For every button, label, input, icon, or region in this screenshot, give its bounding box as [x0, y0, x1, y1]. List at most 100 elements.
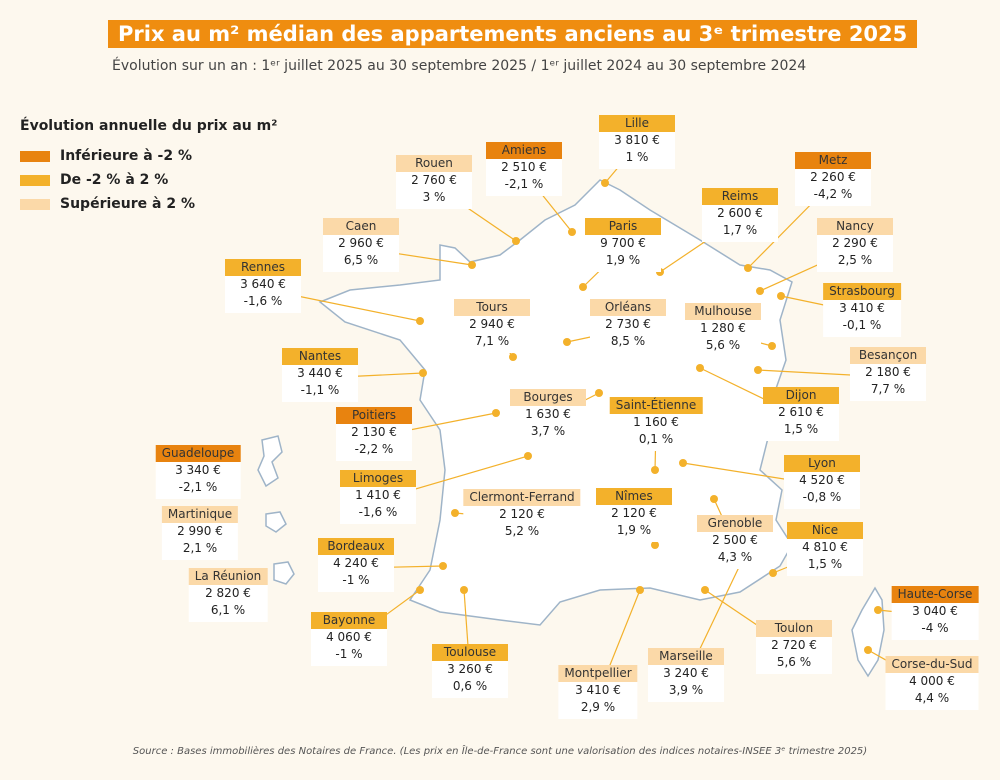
city-name: Poitiers — [336, 407, 412, 424]
city-price: 2 180 € — [865, 365, 911, 379]
city-change: 1,5 % — [783, 422, 819, 436]
city-price: 2 500 € — [712, 533, 758, 547]
city-dot — [744, 264, 752, 272]
city-change: 7,1 % — [474, 334, 510, 348]
city-price: 4 240 € — [333, 556, 379, 570]
city-change: -0,1 % — [842, 318, 882, 332]
city-name: Paris — [585, 218, 661, 235]
city-change: 3,9 % — [668, 683, 704, 697]
city-dot — [419, 369, 427, 377]
city-price: 2 760 € — [411, 173, 457, 187]
city-box: Martinique 2 990 € 2,1 % — [161, 506, 239, 560]
city-change: 5,2 % — [504, 524, 540, 538]
city-change: 2,1 % — [182, 541, 218, 555]
city-change: 1,9 % — [605, 253, 641, 267]
city-box: Amiens 2 510 € -2,1 % — [486, 142, 562, 196]
martinique — [265, 511, 287, 533]
city-box: Bourges 1 630 € 3,7 % — [510, 389, 586, 443]
city-price: 2 960 € — [338, 236, 384, 250]
city-dot — [416, 317, 424, 325]
city-price: 1 410 € — [355, 488, 401, 502]
city-box: La Réunion 2 820 € 6,1 % — [188, 568, 268, 622]
city-dot — [512, 237, 520, 245]
city-change: 4,3 % — [717, 550, 753, 564]
city-price: 9 700 € — [600, 236, 646, 250]
city-price: 3 410 € — [839, 301, 885, 315]
city-change: 1,5 % — [807, 557, 843, 571]
city-dot — [710, 495, 718, 503]
city-box: Haute-Corse 3 040 € -4 % — [891, 586, 979, 640]
city-name: Dijon — [763, 387, 839, 404]
city-change: -2,1 % — [504, 177, 544, 191]
city-change: 3,7 % — [530, 424, 566, 438]
city-dot — [679, 459, 687, 467]
city-dot — [864, 646, 872, 654]
city-change: -4,2 % — [813, 187, 853, 201]
city-change: -2,2 % — [354, 442, 394, 456]
city-name: Rouen — [396, 155, 472, 172]
city-box: Marseille 3 240 € 3,9 % — [648, 648, 724, 702]
city-price: 2 130 € — [351, 425, 397, 439]
legend-label: Inférieure à -2 % — [60, 148, 192, 164]
city-dot — [524, 452, 532, 460]
city-box: Dijon 2 610 € 1,5 % — [763, 387, 839, 441]
city-box: Toulon 2 720 € 5,6 % — [756, 620, 832, 674]
city-name: Nancy — [817, 218, 893, 235]
city-name: Haute-Corse — [891, 586, 979, 603]
city-price: 1 160 € — [633, 415, 679, 429]
city-change: 8,5 % — [610, 334, 646, 348]
city-name: Bourges — [510, 389, 586, 406]
city-box: Tours 2 940 € 7,1 % — [454, 299, 530, 353]
city-dot — [601, 179, 609, 187]
city-name: Caen — [323, 218, 399, 235]
city-dot — [509, 353, 517, 361]
city-box: Montpellier 3 410 € 2,9 % — [558, 665, 638, 719]
city-change: 5,6 % — [705, 338, 741, 352]
title: Prix au m² médian des appartements ancie… — [108, 20, 918, 48]
city-price: 3 340 € — [175, 463, 221, 477]
city-dot — [769, 569, 777, 577]
city-price: 1 630 € — [525, 407, 571, 421]
city-box: Rouen 2 760 € 3 % — [396, 155, 472, 209]
city-box: Toulouse 3 260 € 0,6 % — [432, 644, 508, 698]
city-name: Metz — [795, 152, 871, 169]
city-change: 3 % — [422, 190, 446, 204]
city-name: Guadeloupe — [155, 445, 241, 462]
city-dot — [701, 586, 709, 594]
city-dot — [696, 364, 704, 372]
city-dot — [651, 466, 659, 474]
city-name: Marseille — [648, 648, 724, 665]
city-price: 2 820 € — [205, 586, 251, 600]
city-price: 2 290 € — [832, 236, 878, 250]
city-change: 2,9 % — [580, 700, 616, 714]
city-box: Metz 2 260 € -4,2 % — [795, 152, 871, 206]
city-price: 2 990 € — [177, 524, 223, 538]
city-dot — [460, 586, 468, 594]
city-change: 1 % — [625, 150, 649, 164]
city-box: Grenoble 2 500 € 4,3 % — [697, 515, 773, 569]
city-price: 2 260 € — [810, 170, 856, 184]
city-change: -1,6 % — [358, 505, 398, 519]
city-name: Rennes — [225, 259, 301, 276]
city-change: -1,1 % — [300, 383, 340, 397]
reunion — [273, 561, 295, 585]
city-price: 2 510 € — [501, 160, 547, 174]
city-box: Nice 4 810 € 1,5 % — [787, 522, 863, 576]
city-name: Toulon — [756, 620, 832, 637]
city-name: Nantes — [282, 348, 358, 365]
city-change: -1 % — [342, 573, 370, 587]
city-box: Nancy 2 290 € 2,5 % — [817, 218, 893, 272]
city-price: 3 440 € — [297, 366, 343, 380]
city-box: Nantes 3 440 € -1,1 % — [282, 348, 358, 402]
city-dot — [756, 287, 764, 295]
legend-title: Évolution annuelle du prix au m² — [20, 118, 278, 134]
city-price: 4 000 € — [909, 674, 955, 688]
city-name: Clermont-Ferrand — [463, 489, 581, 506]
city-box: Lille 3 810 € 1 % — [599, 115, 675, 169]
city-price: 4 520 € — [799, 473, 845, 487]
city-box: Clermont-Ferrand 2 120 € 5,2 % — [463, 489, 581, 543]
city-change: -2,1 % — [178, 480, 218, 494]
city-dot — [563, 338, 571, 346]
city-name: Corse-du-Sud — [885, 656, 979, 673]
